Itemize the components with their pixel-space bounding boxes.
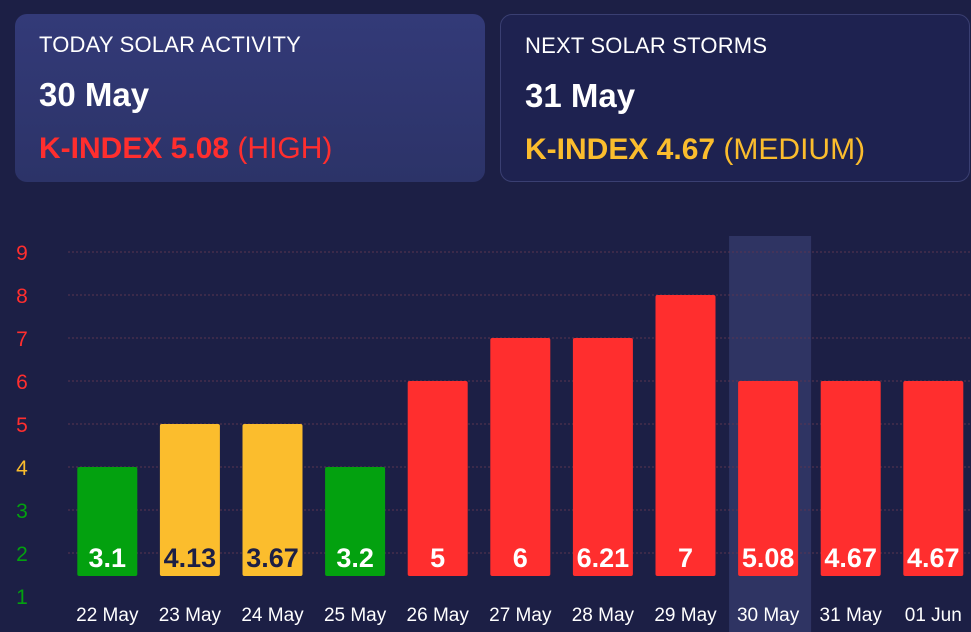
x-tick-label: 28 May [572, 605, 635, 626]
x-tick-label: 27 May [489, 605, 552, 626]
bar-30-may[interactable] [738, 381, 799, 576]
bar-23-may[interactable] [159, 424, 220, 576]
y-tick-label: 4 [16, 457, 28, 480]
data-label: 6.21 [577, 543, 630, 573]
y-tick-label: 9 [16, 242, 28, 265]
data-label: 6 [513, 543, 528, 573]
data-label: 5 [430, 543, 445, 573]
y-tick-label: 6 [16, 371, 28, 394]
bar-29-may[interactable] [655, 295, 716, 576]
x-tick-label: 29 May [654, 605, 717, 626]
next-k-value: K-INDEX 4.67 [525, 133, 716, 166]
bar-25-may[interactable] [325, 467, 386, 576]
today-label: TODAY SOLAR ACTIVITY [39, 32, 301, 57]
x-tick-label: 01 Jun [905, 605, 962, 626]
data-label: 4.13 [164, 543, 217, 573]
bar-22-may[interactable] [77, 467, 138, 576]
bar-26-may[interactable] [407, 381, 468, 576]
data-label: 4.67 [824, 543, 877, 573]
next-date: 31 May [525, 77, 636, 114]
data-label: 4.67 [907, 543, 960, 573]
today-k-value: K-INDEX 5.08 [39, 132, 230, 165]
today-activity-card: TODAY SOLAR ACTIVITY 30 May K-INDEX 5.08… [15, 14, 485, 182]
x-tick-label: 26 May [407, 605, 470, 626]
x-tick-label: 24 May [241, 605, 304, 626]
y-tick-label: 1 [16, 586, 28, 609]
today-k-index: K-INDEX 5.08 (HIGH) [39, 132, 461, 166]
bar-31-may[interactable] [820, 381, 881, 576]
x-tick-label: 23 May [159, 605, 222, 626]
y-tick-label: 3 [16, 500, 28, 523]
next-label: NEXT SOLAR STORMS [525, 33, 768, 58]
data-label: 7 [678, 543, 693, 573]
x-tick-label: 30 May [737, 605, 800, 626]
data-label: 3.2 [336, 543, 374, 573]
y-tick-label: 8 [16, 285, 28, 308]
next-storms-card: NEXT SOLAR STORMS 31 May K-INDEX 4.67 (M… [500, 14, 970, 182]
x-tick-label: 25 May [324, 605, 387, 626]
data-label: 3.1 [89, 543, 127, 573]
bar-01-jun[interactable] [903, 381, 964, 576]
data-label: 3.67 [246, 543, 299, 573]
today-date: 30 May [39, 76, 150, 113]
bar-28-may[interactable] [572, 338, 633, 576]
data-label: 5.08 [742, 543, 795, 573]
y-tick-label: 2 [16, 543, 28, 566]
next-k-level: (MEDIUM) [723, 133, 866, 166]
y-tick-label: 5 [16, 414, 28, 437]
k-index-bar-chart: 1 2 3 4 5 6 7 8 9 3.1 22 May 4.13 23 May 3.67 24 May 3.… [16, 236, 971, 632]
bar-24-may[interactable] [242, 424, 303, 576]
next-k-index: K-INDEX 4.67 (MEDIUM) [525, 133, 945, 167]
today-k-level: (HIGH) [237, 132, 333, 165]
x-tick-label: 22 May [76, 605, 139, 626]
y-tick-label: 7 [16, 328, 28, 351]
bar-27-may[interactable] [490, 338, 551, 576]
x-tick-label: 31 May [820, 605, 883, 626]
